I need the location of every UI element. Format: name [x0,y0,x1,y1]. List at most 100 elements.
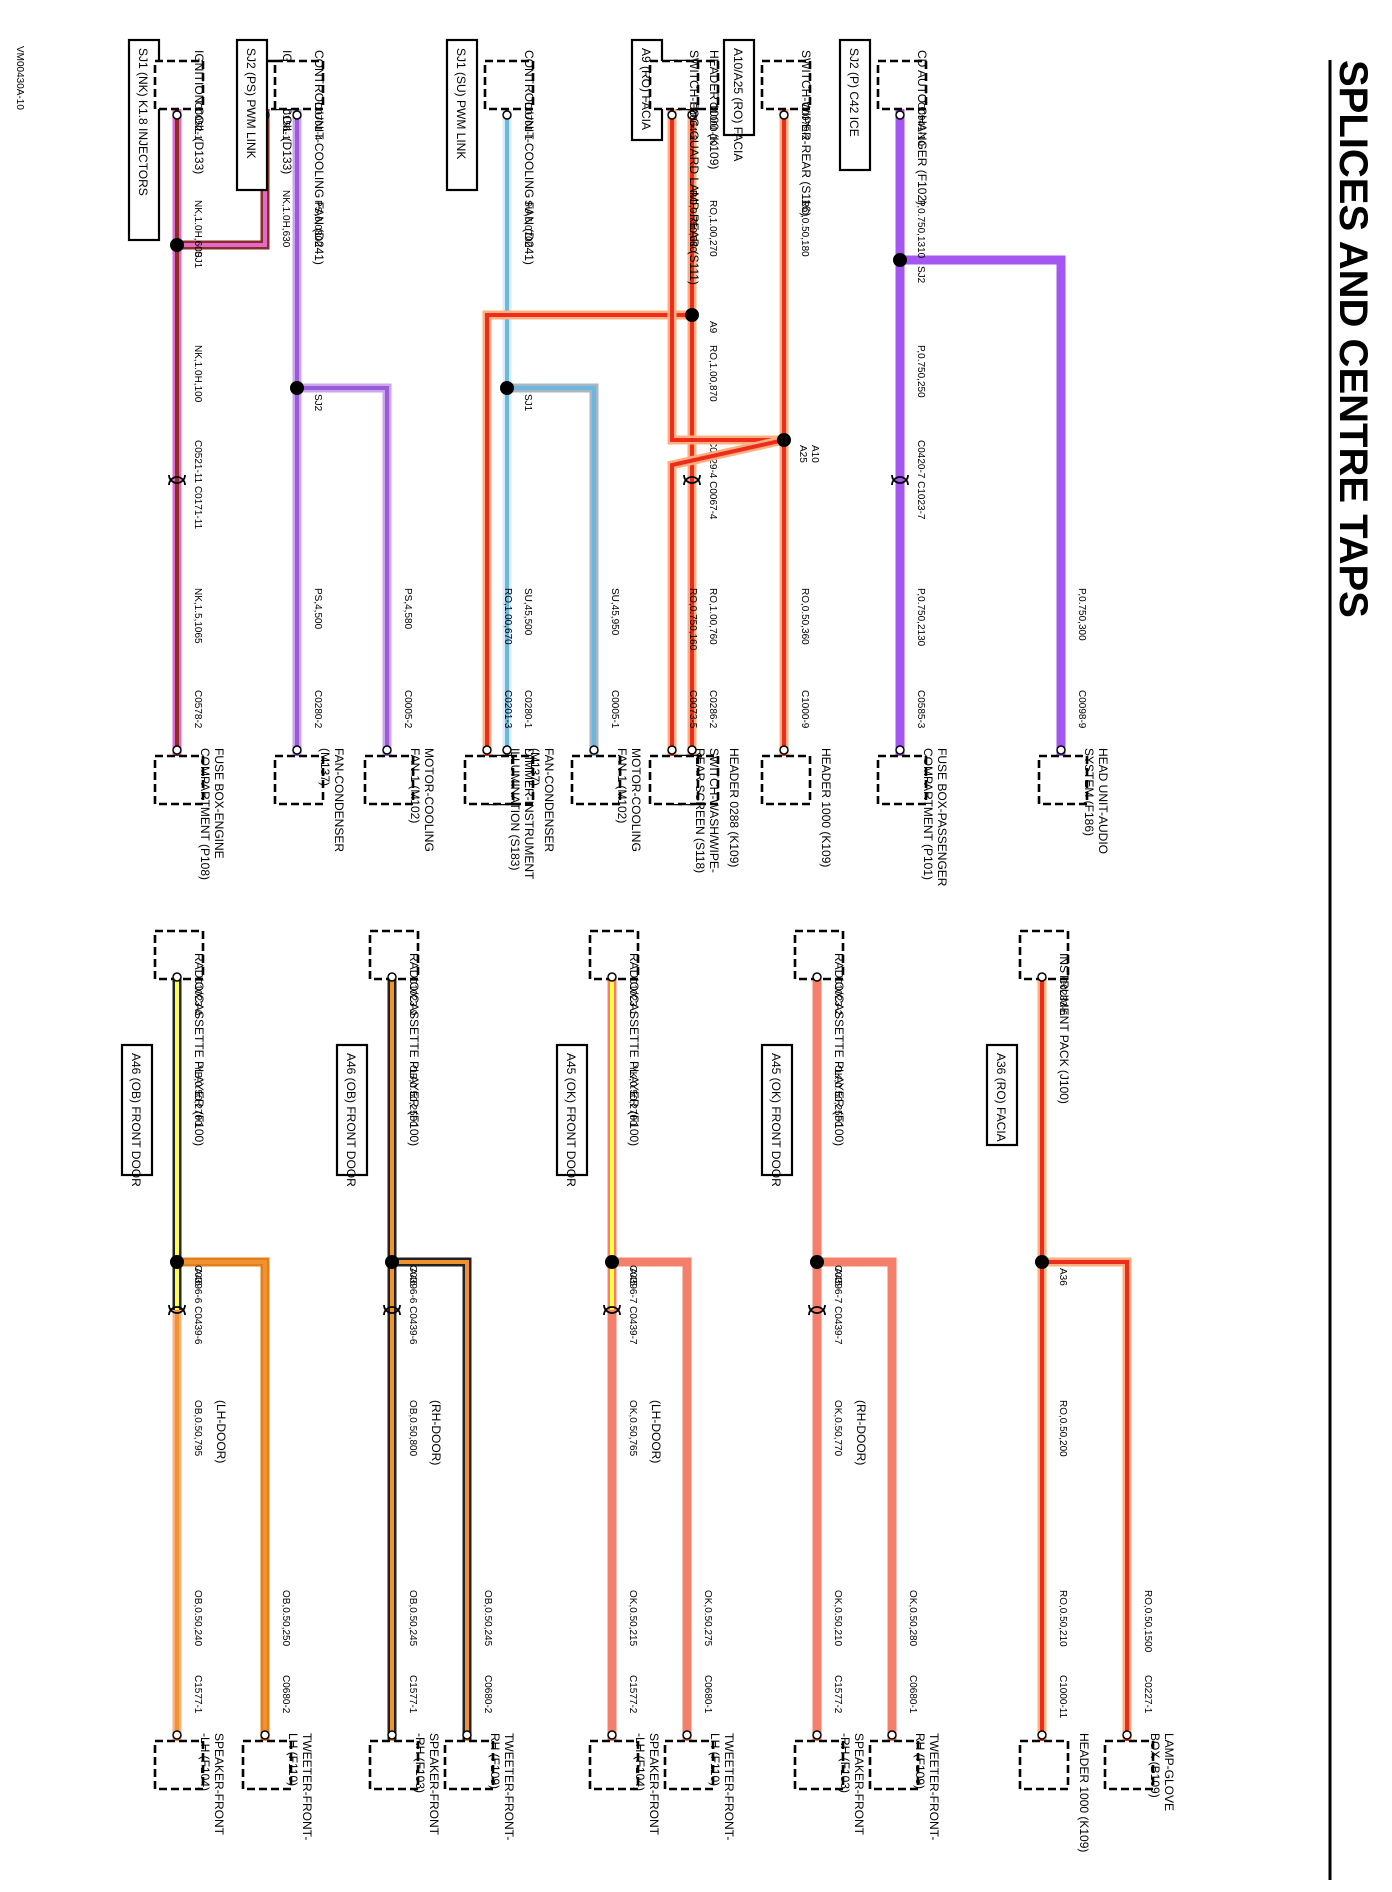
inline-connector [603,1304,621,1314]
pin [260,1730,270,1740]
inline-connector [168,1304,186,1314]
circuit-header: A45 (OK) FRONT DOOR [769,1053,783,1187]
destination-name: MOTOR-COOLING [629,748,643,852]
inline-pins: C0420-7 C1023-7 [915,440,926,520]
inline-pins: C0396-6 C0439-6 [407,1265,418,1345]
wire-code: OK,0.50,210 [832,1590,843,1647]
wire-code: OB,0.50,240 [192,1590,203,1647]
destination-name: FAN-CONDENSER [332,748,346,852]
source-pin: C1023-6 [192,977,203,1016]
wire-code: NK,1.0H,600 [192,200,203,258]
source-name: INSTRUMENT PACK (J100) [1057,953,1071,1104]
inline-connector-b [683,476,701,486]
pin [607,1730,617,1740]
inline-connector-b [891,476,909,486]
destination-pin: C1577-1 [407,1675,418,1714]
pin [382,745,392,755]
circuit-c2: SJ2 (PS) PWM LINK SJ2 CONTROL UNIT-COOLING… [235,38,436,852]
wire-code: OK,0.50,275 [702,1590,713,1647]
wire-code: OB,0.50,245 [482,1590,493,1647]
wire-branch-outer [817,1257,897,1745]
inline-pins: C0229-4 C0067-4 [707,440,718,520]
destination-connector [876,754,928,806]
source-name: IGNITION COIL (D133) [192,50,206,174]
wire-branch-outer [297,383,392,760]
wire-code: RO,1.00,670 [502,588,513,645]
wire-code: OK,0.50,280 [907,1590,918,1647]
wire-code: P,0.750,1310 [915,200,926,259]
circuit-header: SJ1 (SU) PWM LINK [454,48,468,159]
door-label: (RH-DOOR) [854,1400,868,1465]
destination-pin: C0585-3 [915,690,926,729]
pin [172,1730,182,1740]
wire-code: OB,0.50,245 [407,1590,418,1647]
destination-name: SPEAKER-FRONT [427,1733,441,1836]
source-connector [760,59,812,111]
wire-code: RO,0.50,1500 [1142,1590,1153,1653]
wire-branch [1042,1260,1129,1745]
door-label: (LH-DOOR) [214,1400,228,1463]
circuit-header: SJ1 (NK) K1.8 INJECTORS [136,48,150,196]
splice-dot [1035,1255,1049,1269]
circuit-header-box [127,38,161,242]
splice-label: A45 [832,1268,843,1286]
wire-code: NK,1.5,1065 [192,588,203,644]
destination-name: LAMP-GLOVE [1162,1733,1176,1811]
wire-code: SU,45,950 [609,588,620,636]
circuit-header-box [445,38,479,192]
splice-label: A46 [407,1268,418,1286]
destination-connector [868,1739,920,1791]
destination-name: ILLUMINATION (S183) [508,748,522,870]
destination-name: FAN-1 (M102) [615,748,629,823]
destination-name: BOX (B109) [1148,1733,1162,1798]
wire-code: PS,4,500 [312,588,323,630]
destination-name: -LH (F104) [633,1733,647,1791]
source-pin: C0156-1 [280,102,291,141]
splice-label: SJ2 [915,266,926,284]
destination-name: HEADER 1000 (K109) [1077,1733,1091,1852]
splice-label: A10 [809,445,820,463]
wire-branch [392,1260,469,1745]
inline-connector [383,1304,401,1314]
splice-dot [500,381,514,395]
wire-code: OB,0.50,795 [192,1400,203,1457]
destination-connector [153,1739,205,1791]
destination-pin: C0005-2 [402,690,413,729]
splice-dot [290,381,304,395]
pin [172,745,182,755]
splice-label: A9 [707,321,718,334]
pin [812,972,822,982]
circuit-c1: SJ1 (NK) K1.8 INJECTORS SJ1 IGNITION COIL … [127,38,294,880]
wire-branch-gy [507,386,596,760]
source-name: RADIO/CASSETTE PLAYER (F100) [832,953,846,1146]
circuit-c10: A45 (OK) FRONT DOOR A45 RADIO/CASSETTE PLA… [760,929,941,1840]
source-name: SWITCH-WIPER-REAR (S116) [799,50,813,216]
wire-code: PS,6,0800 [312,200,323,247]
destination-pin: C0227-1 [1142,1675,1153,1714]
wire-code: SU,6,0700 [522,200,533,248]
inline-connector-b [168,476,186,486]
wire-code: NK,1.0H,630 [280,190,291,248]
destination-connector [793,1739,845,1791]
wire-code: PS,4,580 [402,588,413,630]
pin [667,110,677,120]
destination-name: HEAD UNIT-AUDIO [1096,748,1110,854]
destination-name: (M137) [318,748,332,786]
source-pin: C0052-1 [192,102,203,141]
circuit-c8: A46 (OB) FRONT DOOR A46 RADIO/CASSETTE PLA… [335,929,516,1840]
destination-connector [241,1739,293,1791]
inline-connector-b [168,1306,186,1316]
destination-name: FUSE BOX-PASSENGER [935,748,949,887]
wire-code: P,0.750,300 [1076,588,1087,641]
splice-label: A36 [1057,1268,1068,1286]
source-name: CONTROL UNIT-COOLING FAN (D241) [522,50,536,265]
source-pin: C0701-4 [312,102,323,141]
wire-code: RO,0.50,360 [799,588,810,645]
splice-label: SJ2 [312,394,323,412]
destination-pin: C0280-2 [312,690,323,729]
splice-dot [810,1255,824,1269]
pin [687,745,697,755]
source-name: HEADER 1000 (K109) [707,50,721,169]
